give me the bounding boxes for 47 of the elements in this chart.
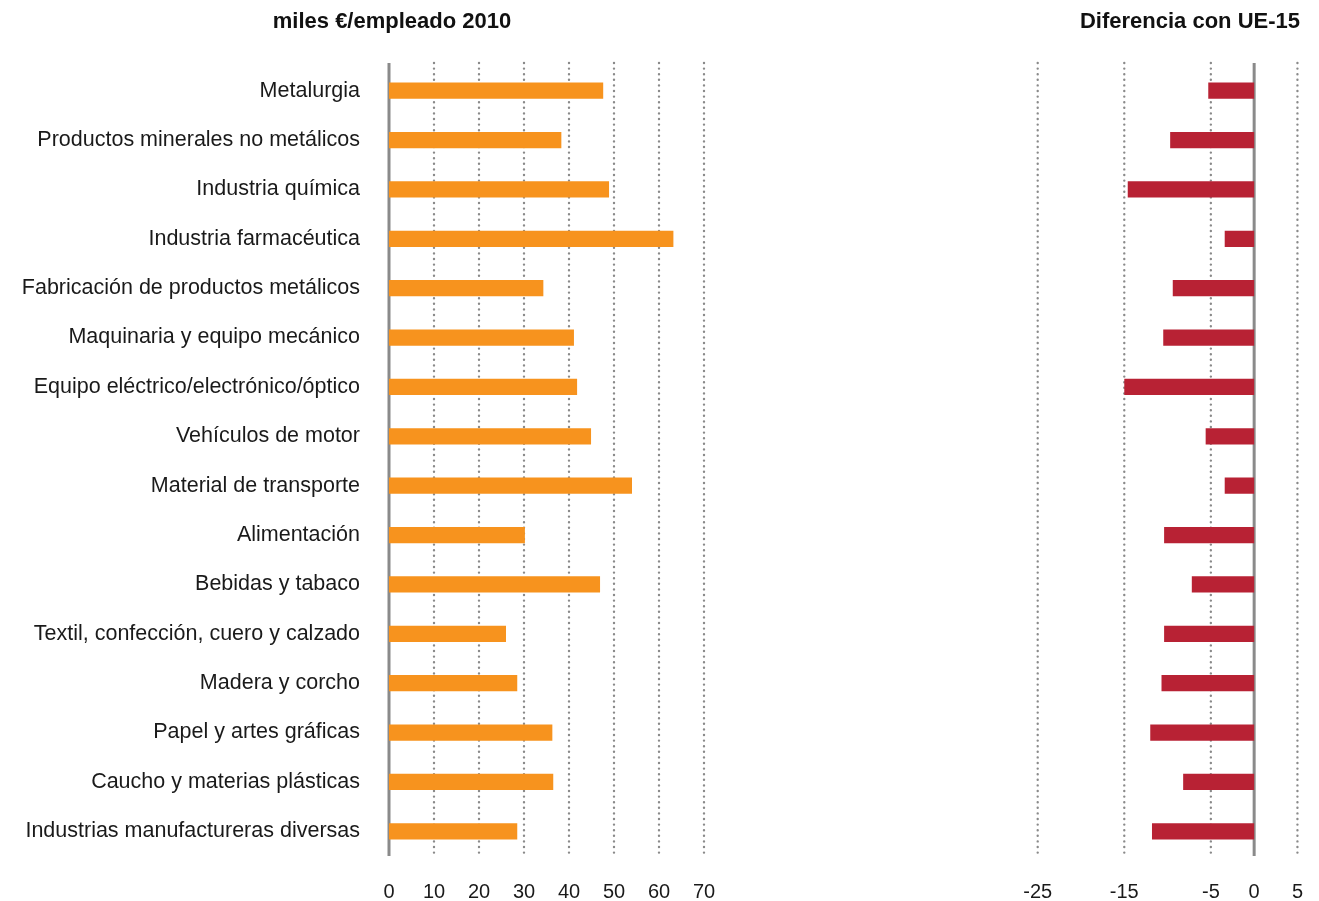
bar <box>389 773 554 791</box>
x-tick-label: 40 <box>557 879 581 901</box>
y-tick-label: Bebidas y tabaco <box>195 571 361 596</box>
bar <box>389 625 506 642</box>
y-tick-label: Vehículos de motor <box>175 423 360 448</box>
chart-title: miles €/empleado 2010 <box>272 8 512 34</box>
x-tick-label: 30 <box>512 879 536 901</box>
y-tick-label: Maquinaria y equipo mecánico <box>68 324 361 349</box>
x-tick-label: -5 <box>1201 879 1220 901</box>
bar <box>389 230 674 247</box>
x-tick-label: 0 <box>1248 879 1260 901</box>
bar <box>389 526 525 544</box>
y-tick-label: Productos minerales no metálicos <box>37 126 360 151</box>
y-tick-label: Fabricación de productos metálicos <box>21 275 360 300</box>
x-tick-label: 0 <box>383 879 395 901</box>
y-tick-label: Industrias manufactureras diversas <box>25 818 360 843</box>
y-tick-label: Industria química <box>196 176 361 201</box>
y-tick-label: Caucho y materias plásticas <box>91 768 360 793</box>
x-tick-label: 5 <box>1291 879 1303 901</box>
y-tick-label: Papel y artes gráficas <box>153 719 360 744</box>
bar <box>389 428 592 445</box>
bar <box>389 823 518 840</box>
y-tick-label: Industria farmacéutica <box>148 225 361 250</box>
bar <box>389 181 610 198</box>
bar <box>389 378 578 396</box>
bar <box>389 280 544 297</box>
x-tick-label: 70 <box>692 879 716 901</box>
y-tick-label: Equipo eléctrico/electrónico/óptico <box>33 373 361 398</box>
x-tick-label: -15 <box>1109 879 1139 901</box>
y-tick-label: Alimentación <box>236 521 360 546</box>
bar <box>389 477 632 494</box>
bar <box>389 724 553 741</box>
x-tick-label: -25 <box>1023 879 1053 901</box>
bar <box>389 131 562 149</box>
y-tick-label: Textil, confección, cuero y calzado <box>33 620 361 645</box>
bar <box>389 675 518 692</box>
x-tick-label: 10 <box>422 879 446 901</box>
x-tick-label: 50 <box>602 879 626 901</box>
bar <box>389 576 601 593</box>
y-tick-label: Material de transporte <box>150 472 360 497</box>
y-tick-label: Madera y corcho <box>199 670 361 695</box>
chart-title: Diferencia con UE-15 <box>1079 8 1300 34</box>
bar <box>389 329 574 346</box>
bar <box>389 82 604 99</box>
x-tick-label: 60 <box>647 879 671 901</box>
x-tick-label: 20 <box>467 879 491 901</box>
y-tick-label: Metalurgia <box>259 77 361 102</box>
